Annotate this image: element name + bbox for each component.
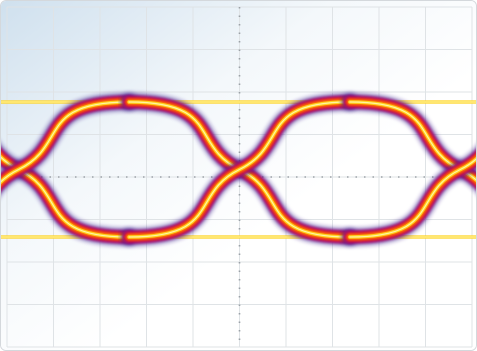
rising-edge-1-layer-5 bbox=[128, 101, 351, 238]
rising-edge-2-layer-5 bbox=[349, 158, 476, 238]
rising-edge-0-layer-5 bbox=[1, 101, 130, 183]
eye-traces bbox=[1, 93, 476, 246]
